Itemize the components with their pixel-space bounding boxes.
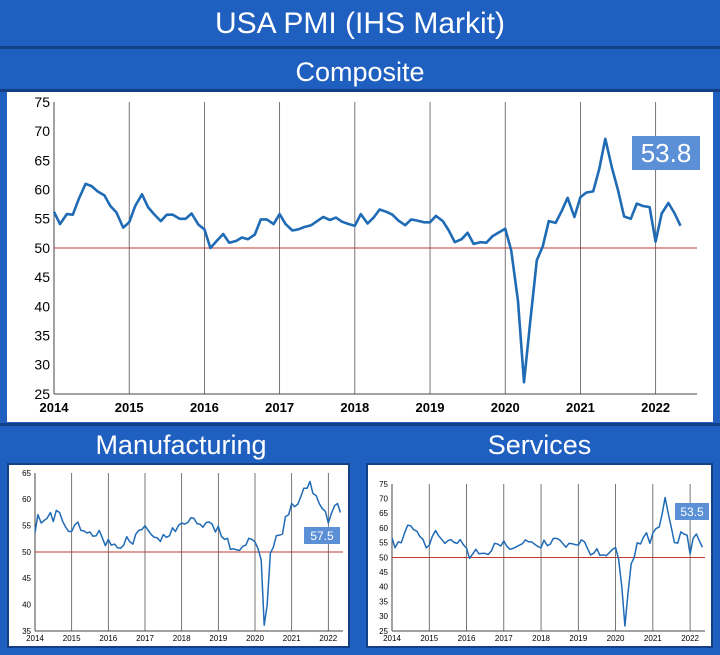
x-tick-label: 2019: [416, 400, 445, 415]
y-tick-label: 60: [34, 182, 50, 198]
x-tick-label: 2021: [283, 634, 301, 643]
x-tick-label: 2022: [319, 634, 337, 643]
x-tick-label: 2018: [532, 634, 550, 643]
callout-value: 53.5: [680, 505, 704, 519]
callout-value: 53.8: [641, 138, 692, 168]
x-tick-label: 2019: [209, 634, 227, 643]
y-tick-label: 30: [379, 612, 388, 621]
y-tick-label: 40: [22, 600, 31, 609]
y-tick-label: 30: [34, 357, 50, 373]
page-title: USA PMI (IHS Markit): [0, 0, 720, 46]
x-tick-label: 2022: [641, 400, 670, 415]
y-tick-label: 70: [379, 495, 388, 504]
y-tick-label: 60: [379, 524, 388, 533]
manufacturing-panel: 2014 2015 2016 2017 2018 2019 2020 2021 2022 35 40…: [7, 463, 350, 648]
y-tick-label: 40: [379, 583, 388, 592]
y-tick-label: 55: [379, 539, 388, 548]
title-divider: [0, 46, 720, 49]
y-tick-label: 25: [379, 627, 388, 636]
x-tick-label: 2015: [63, 634, 81, 643]
y-tick-label: 35: [34, 328, 50, 344]
y-tick-label: 45: [379, 568, 388, 577]
services-panel: 2014 2015 2016 2017 2018 2019 2020 2021 2022 25 30…: [366, 463, 713, 648]
x-tick-label: 2017: [265, 400, 294, 415]
y-tick-label: 75: [379, 480, 388, 489]
x-tick-label: 2020: [491, 400, 520, 415]
callout-value: 57.5: [310, 529, 334, 543]
y-tick-label: 45: [22, 574, 31, 583]
x-tick-label: 2015: [420, 634, 438, 643]
composite-divider: [0, 89, 720, 92]
x-tick-label: 2019: [569, 634, 587, 643]
y-tick-label: 50: [22, 548, 31, 557]
services-chart: 2014 2015 2016 2017 2018 2019 2020 2021 2022 25 30…: [379, 480, 709, 643]
x-tick-label: 2014: [383, 634, 401, 643]
y-tick-label: 65: [379, 509, 388, 518]
y-tick-label: 35: [22, 627, 31, 636]
y-tick-label: 50: [34, 240, 50, 256]
x-tick-label: 2022: [681, 634, 699, 643]
y-tick-label: 55: [22, 521, 31, 530]
y-tick-label: 75: [34, 94, 50, 110]
x-tick-label: 2018: [173, 634, 191, 643]
y-tick-label: 70: [34, 123, 50, 139]
composite-chart: 2014 2015 2016 2017 2018 2019 2020 2021 2022 25 30…: [34, 94, 700, 415]
x-tick-label: 2014: [26, 634, 44, 643]
series-line: [391, 496, 704, 627]
x-tick-label: 2016: [458, 634, 476, 643]
x-tick-label: 2021: [644, 634, 662, 643]
series-line: [52, 137, 682, 384]
x-tick-label: 2016: [99, 634, 117, 643]
manufacturing-chart: 2014 2015 2016 2017 2018 2019 2020 2021 2022 35 40…: [22, 469, 343, 643]
y-tick-label: 50: [379, 553, 388, 562]
x-tick-label: 2015: [115, 400, 144, 415]
y-tick-label: 55: [34, 211, 50, 227]
x-tick-label: 2020: [607, 634, 625, 643]
services-title: Services: [487, 430, 592, 460]
callout-box: [675, 503, 709, 520]
y-tick-label: 45: [34, 269, 50, 285]
lower-divider: [0, 423, 720, 426]
y-tick-label: 60: [22, 495, 31, 504]
y-tick-label: 40: [34, 298, 50, 314]
x-tick-label: 2018: [340, 400, 369, 415]
y-tick-label: 35: [379, 597, 388, 606]
x-tick-label: 2014: [40, 400, 70, 415]
composite-panel: 2014 2015 2016 2017 2018 2019 2020 2021 2022 25 30…: [7, 92, 713, 422]
y-tick-label: 65: [22, 469, 31, 478]
x-tick-label: 2016: [190, 400, 219, 415]
x-tick-label: 2020: [246, 634, 264, 643]
manufacturing-title: Manufacturing: [95, 430, 267, 460]
callout-box: [304, 527, 340, 544]
composite-title: Composite: [0, 51, 720, 91]
y-tick-label: 25: [34, 386, 50, 402]
y-tick-label: 65: [34, 152, 50, 168]
x-tick-label: 2021: [566, 400, 595, 415]
x-tick-label: 2017: [495, 634, 513, 643]
x-tick-label: 2017: [136, 634, 154, 643]
series-line: [34, 480, 342, 626]
callout-box: [632, 136, 700, 170]
